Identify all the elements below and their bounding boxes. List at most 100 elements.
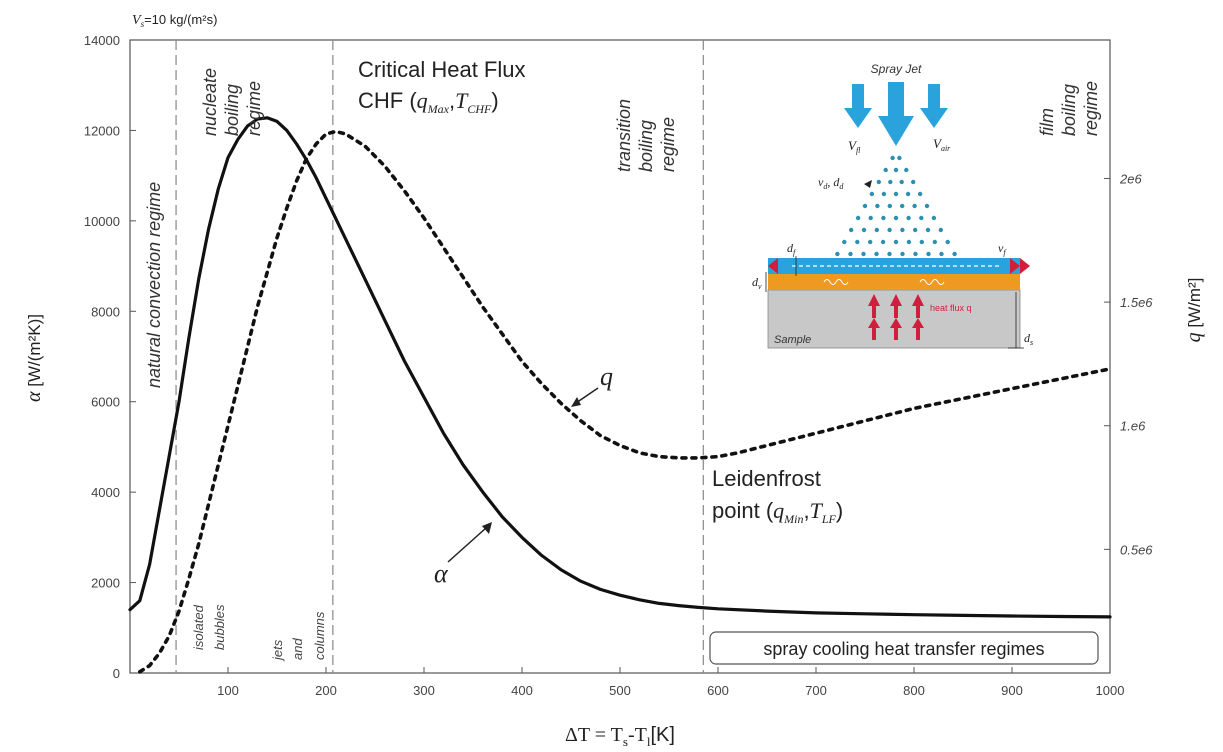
x-tick-label: 200 <box>315 683 337 698</box>
x-tick-label: 600 <box>707 683 729 698</box>
droplet <box>893 191 899 197</box>
heat-flux-arrows <box>868 294 924 340</box>
droplet <box>887 251 892 257</box>
vapour-bubbles <box>823 279 945 285</box>
droplet <box>890 155 895 161</box>
droplet <box>835 251 840 257</box>
svg-text:jets: jets <box>270 639 285 662</box>
droplet <box>874 251 879 257</box>
q-curve-label: q <box>600 362 613 391</box>
film-arrow-left <box>768 258 778 274</box>
x-axis-ticks: 100 200 300 400 500 600 700 800 900 1000 <box>217 667 1124 698</box>
inset-df: df <box>787 241 797 257</box>
velocity-note: Vs=10 kg/(m²s) <box>132 12 217 29</box>
droplet <box>849 227 854 233</box>
droplet <box>917 191 923 197</box>
droplet <box>938 227 943 233</box>
droplet <box>913 251 918 257</box>
droplet <box>925 227 931 233</box>
regime-transition-boiling: transition boiling regime <box>614 99 678 172</box>
q-heat-flux-curve <box>138 129 1112 674</box>
droplet <box>919 239 924 245</box>
q-label-arrowhead <box>571 397 581 407</box>
droplet-cone <box>835 155 957 257</box>
droplet <box>906 215 911 221</box>
droplet <box>926 251 931 257</box>
alpha-htc-curve <box>128 116 1112 619</box>
droplet <box>861 251 866 257</box>
inset-vd-dd: vd, dd <box>818 175 844 191</box>
regimes-box <box>709 631 1099 665</box>
droplet <box>900 251 905 257</box>
droplet <box>931 215 937 221</box>
droplet <box>881 191 887 197</box>
jet-arrow-left <box>844 84 872 128</box>
droplet <box>868 215 873 221</box>
inset-sample-label: Sample <box>774 334 811 346</box>
regime-boundaries <box>175 40 704 673</box>
droplet <box>897 155 902 161</box>
inset-vair: Vair <box>933 136 951 153</box>
regime-nucleate-boiling: nucleate boiling regime <box>200 68 264 136</box>
droplet <box>893 239 899 245</box>
y-right-tick-label: 1.e6 <box>1120 419 1146 434</box>
svg-text:bubbles: bubbles <box>212 604 227 650</box>
svg-text:film: film <box>1037 108 1057 136</box>
svg-text:boiling: boiling <box>636 120 656 172</box>
alpha-label-arrowhead <box>482 522 492 534</box>
droplet <box>900 203 905 209</box>
subregime-isolated-bubbles: isolated bubbles <box>191 604 227 650</box>
droplet <box>887 203 892 209</box>
y-tick-label: 14000 <box>84 33 120 48</box>
svg-text:natural convection regime: natural convection regime <box>144 182 164 388</box>
droplet <box>939 251 944 257</box>
inset-dv: dv <box>752 275 762 291</box>
droplet <box>919 215 924 221</box>
film-arrow-right-tip <box>1020 258 1030 274</box>
droplet <box>912 203 917 209</box>
x-tick-label: 400 <box>511 683 533 698</box>
y-right-tick-label: 2e6 <box>1119 171 1142 186</box>
droplet <box>924 203 930 209</box>
y-tick-label: 6000 <box>91 395 120 410</box>
film-arrow-right <box>1010 258 1020 274</box>
droplet <box>887 227 892 233</box>
droplet <box>842 239 847 245</box>
jet-arrow-center <box>878 82 914 146</box>
y-tick-label: 10000 <box>84 214 120 229</box>
droplet <box>904 167 909 173</box>
inset-heat-label: heat flux q <box>930 303 972 313</box>
subregime-jets-columns: jets and columns <box>270 611 327 662</box>
droplet <box>875 203 880 209</box>
droplet <box>848 251 853 257</box>
y-left-axis-ticks: 0 2000 4000 6000 8000 10000 12000 14000 <box>84 33 136 681</box>
vapour-layer <box>768 274 1020 290</box>
x-tick-label: 100 <box>217 683 239 698</box>
inset-vf: vf <box>998 241 1007 257</box>
jet-arrow-right <box>920 84 948 128</box>
droplet <box>883 167 888 173</box>
x-tick-label: 800 <box>903 683 925 698</box>
droplet <box>913 227 918 233</box>
y-right-axis-label: q [W/m²] <box>1183 278 1205 343</box>
svg-text:regime: regime <box>244 81 264 136</box>
svg-text:regime: regime <box>658 117 678 172</box>
leidenfrost-title: Leidenfrost <box>712 466 821 491</box>
y-right-tick-label: 1.5e6 <box>1120 295 1153 310</box>
svg-text:boiling: boiling <box>222 84 242 136</box>
droplet <box>906 239 912 245</box>
regimes-box-label: spray cooling heat transfer regimes <box>763 639 1044 659</box>
chf-formula: CHF (qMax,TCHF) <box>358 88 499 116</box>
x-tick-label: 500 <box>609 683 631 698</box>
leidenfrost-formula: point (qMin,TLF) <box>712 498 843 526</box>
svg-text:and: and <box>290 638 305 660</box>
droplet <box>932 239 937 245</box>
y-right-tick-label: 0.5e6 <box>1120 542 1153 557</box>
droplet <box>855 215 861 221</box>
droplet <box>862 203 868 209</box>
x-tick-label: 300 <box>413 683 435 698</box>
spray-jet-inset: Spray Jet Vfl Vair vd, dd <box>752 62 1033 349</box>
y-tick-label: 2000 <box>91 576 120 591</box>
droplet <box>888 179 893 185</box>
regime-natural-convection: natural convection regime <box>144 182 164 388</box>
